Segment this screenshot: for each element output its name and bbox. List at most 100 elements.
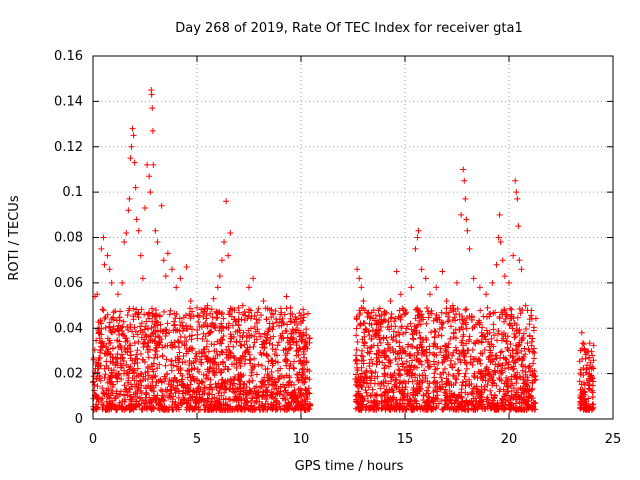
data-point (124, 345, 131, 352)
data-point (420, 377, 427, 384)
data-point (355, 390, 362, 397)
data-point (493, 261, 500, 268)
data-point (353, 360, 360, 367)
data-point (368, 370, 375, 377)
y-tick-label: 0.1 (62, 185, 83, 200)
data-point (577, 371, 584, 378)
data-point (306, 401, 313, 408)
data-point (513, 406, 520, 413)
data-point (446, 317, 453, 324)
data-point (134, 365, 141, 372)
data-point (393, 333, 400, 340)
data-point (213, 384, 220, 391)
data-point (360, 379, 367, 386)
data-point (492, 405, 499, 412)
data-point (463, 399, 470, 406)
data-point (211, 394, 218, 401)
data-point (248, 366, 255, 373)
x-tick-label: 5 (193, 432, 201, 447)
x-tick-label: 20 (501, 432, 518, 447)
data-point (236, 393, 243, 400)
data-point (468, 397, 475, 404)
data-point (509, 353, 516, 360)
data-point (294, 347, 301, 354)
data-point (283, 356, 290, 363)
data-point (431, 333, 438, 340)
data-point (386, 406, 393, 413)
data-point (111, 328, 118, 335)
data-point (400, 330, 407, 337)
data-point (223, 354, 230, 361)
data-point (242, 356, 249, 363)
data-point (190, 359, 197, 366)
data-point (161, 406, 168, 413)
data-point (151, 355, 158, 362)
data-point (203, 312, 210, 319)
data-point (510, 395, 517, 402)
data-point (513, 322, 520, 329)
data-point (439, 378, 446, 385)
data-point (212, 355, 219, 362)
data-point (306, 406, 313, 413)
data-point (134, 331, 141, 338)
data-point (388, 396, 395, 403)
data-point (201, 384, 208, 391)
data-point (281, 406, 288, 413)
data-point (237, 378, 244, 385)
data-point (121, 382, 128, 389)
data-point (504, 333, 511, 340)
data-point (353, 325, 360, 332)
data-point (385, 318, 392, 325)
data-point (379, 359, 386, 366)
data-point (266, 375, 273, 382)
data-point (518, 335, 525, 342)
data-point (112, 406, 119, 413)
data-point (162, 332, 169, 339)
data-point (445, 371, 452, 378)
data-point (223, 198, 230, 205)
data-point (150, 368, 157, 375)
data-point (163, 356, 170, 363)
data-point (205, 397, 212, 404)
data-point (95, 354, 102, 361)
data-point (93, 337, 100, 344)
data-point (477, 369, 484, 376)
data-point (219, 359, 226, 366)
data-point (286, 337, 293, 344)
data-point (356, 275, 363, 282)
data-point (461, 373, 468, 380)
data-point (221, 389, 228, 396)
data-point (497, 386, 504, 393)
data-point (129, 374, 136, 381)
data-point (272, 381, 279, 388)
data-point (303, 326, 310, 333)
data-point (381, 365, 388, 372)
data-point (184, 400, 191, 407)
data-point (396, 380, 403, 387)
data-point (444, 355, 451, 362)
data-point (290, 364, 297, 371)
data-point (376, 381, 383, 388)
data-point (246, 344, 253, 351)
data-point (202, 406, 209, 413)
data-point (515, 356, 522, 363)
data-point (149, 338, 156, 345)
data-point (513, 380, 520, 387)
data-point (408, 284, 415, 291)
data-point (473, 398, 480, 405)
chart-title: Day 268 of 2019, Rate Of TEC Index for r… (175, 21, 523, 36)
axis-tick-labels: 0 5 10 15 20 25 0 0.02 0.04 0.06 0.08 0.1 0.12 0.14 0.… (54, 49, 621, 447)
data-point (426, 343, 433, 350)
data-point (148, 406, 155, 413)
data-point (149, 105, 156, 112)
data-point (198, 378, 205, 385)
data-point (374, 373, 381, 380)
data-point (475, 402, 482, 409)
data-point (425, 358, 432, 365)
data-point (452, 335, 459, 342)
data-point (460, 379, 467, 386)
data-point (399, 305, 406, 312)
data-point (151, 392, 158, 399)
data-point (304, 366, 311, 373)
data-point (456, 311, 463, 318)
